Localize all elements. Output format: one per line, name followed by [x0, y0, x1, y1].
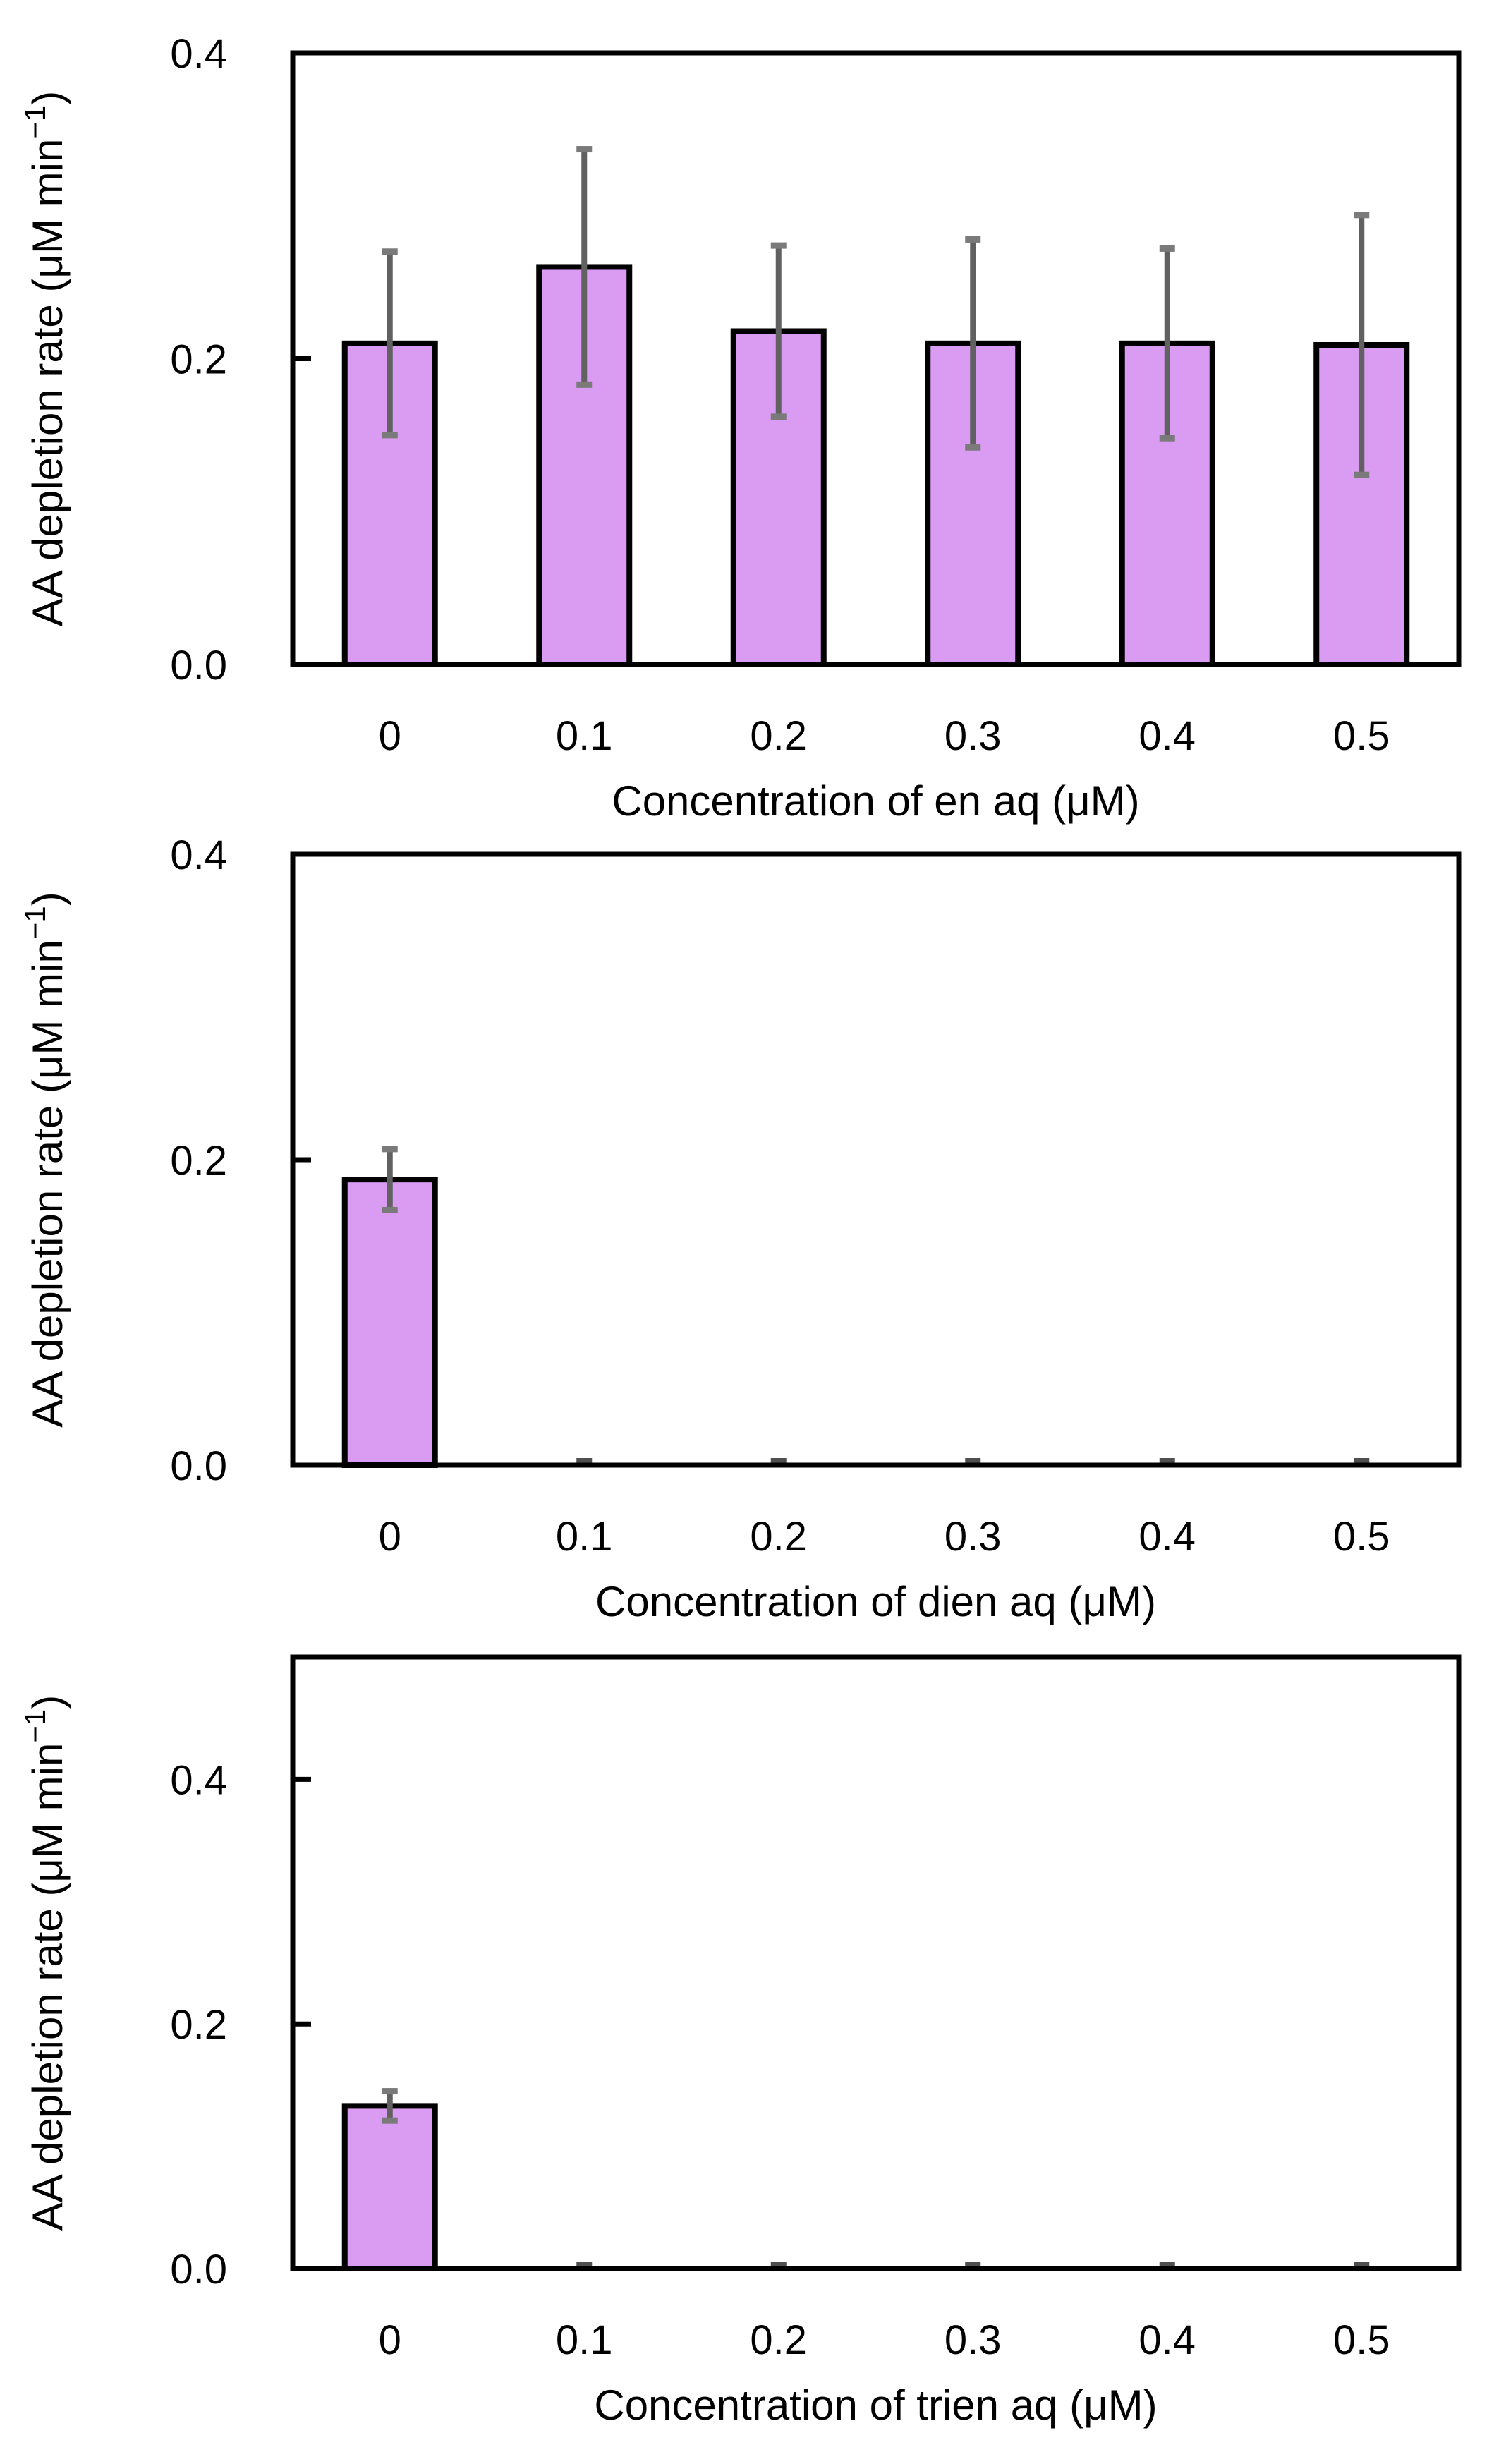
bar [341, 1177, 438, 1469]
x-tick-label: 0.4 [1138, 1514, 1196, 1560]
plot-frame [290, 50, 1462, 667]
error-cap-top [965, 236, 981, 243]
x-tick-label: 0.1 [556, 713, 613, 759]
error-cap-bottom [382, 1206, 398, 1213]
x-axis-label: Concentration of trien aq (μM) [594, 2381, 1157, 2429]
error-cap-bottom [1159, 435, 1175, 442]
error-cap-top [382, 248, 398, 255]
plot-frame [290, 1654, 1462, 2271]
y-tick-label: 0.0 [170, 1443, 227, 1489]
x-tick-label: 0.5 [1333, 713, 1390, 759]
zero-marker [1159, 1458, 1175, 1464]
y-tick-label: 0.4 [170, 31, 227, 77]
zero-marker [965, 2262, 981, 2268]
x-tick-label: 0.5 [1333, 1514, 1390, 1560]
bar [341, 2103, 438, 2271]
x-tick-label: 0.3 [945, 713, 1002, 759]
error-cap-top [382, 1146, 398, 1153]
error-cap-top [382, 2088, 398, 2095]
error-cap-bottom [576, 381, 593, 388]
x-tick-label: 0.4 [1138, 713, 1196, 759]
x-tick-label: 0.3 [945, 1514, 1002, 1560]
error-cap-bottom [770, 413, 787, 420]
x-tick-label: 0.2 [750, 1514, 807, 1560]
chart-panel-1: 0.0 0.2 0.4 0 0.1 0.2 0.3 0.4 0.5 Concentration o… [18, 31, 1462, 825]
x-tick-label: 0 [379, 1514, 401, 1560]
zero-marker [1354, 2262, 1370, 2268]
zero-marker [576, 2262, 593, 2268]
chart-panel-3: 0.0 0.2 0.4 0 0.1 0.2 0.3 0.4 0.5 Concentration o… [18, 1654, 1462, 2429]
zero-marker [1354, 1458, 1370, 1464]
y-axis-label: AA depletion rate (μM min−1) [18, 1695, 71, 2231]
x-tick-label: 0.2 [750, 713, 807, 759]
x-tick-label: 0.1 [556, 1514, 613, 1560]
x-tick-label: 0.5 [1333, 2317, 1390, 2363]
error-cap-top [1354, 212, 1370, 219]
x-axis-label: Concentration of en aq (μM) [612, 777, 1139, 825]
error-cap-bottom [382, 2117, 398, 2124]
y-tick-label: 0.0 [170, 643, 227, 688]
error-cap-top [770, 242, 787, 249]
x-tick-label: 0 [379, 713, 401, 759]
x-tick-label: 0.4 [1138, 2317, 1196, 2363]
chart-panel-2: 0.0 0.2 0.4 0 0.1 0.2 0.3 0.4 0.5 Concentration o… [18, 832, 1462, 1625]
error-cap-bottom [1354, 471, 1370, 478]
error-cap-top [1159, 245, 1175, 252]
y-tick-label: 0.2 [170, 337, 227, 383]
plot-frame [290, 851, 1462, 1468]
bar [1119, 340, 1215, 667]
y-tick-label: 0.4 [170, 1757, 227, 1803]
error-cap-top [576, 146, 593, 153]
y-tick-label: 0.2 [170, 1138, 227, 1184]
error-cap-bottom [382, 432, 398, 439]
y-tick-label: 0.2 [170, 2002, 227, 2048]
x-axis-label: Concentration of dien aq (μM) [595, 1578, 1156, 1625]
error-cap-bottom [965, 444, 981, 451]
y-tick-label: 0.0 [170, 2247, 227, 2293]
zero-marker [770, 1458, 787, 1464]
y-tick-label: 0.4 [170, 832, 227, 878]
x-tick-label: 0.3 [945, 2317, 1002, 2363]
x-tick-label: 0 [379, 2317, 401, 2363]
y-axis-label: AA depletion rate (μM min−1) [18, 91, 71, 626]
zero-marker [770, 2262, 787, 2268]
zero-marker [965, 1458, 981, 1464]
zero-marker [1159, 2262, 1175, 2268]
zero-marker [576, 1458, 593, 1464]
x-tick-label: 0.1 [556, 2317, 613, 2363]
x-tick-label: 0.2 [750, 2317, 807, 2363]
y-axis-label: AA depletion rate (μM min−1) [18, 892, 71, 1427]
